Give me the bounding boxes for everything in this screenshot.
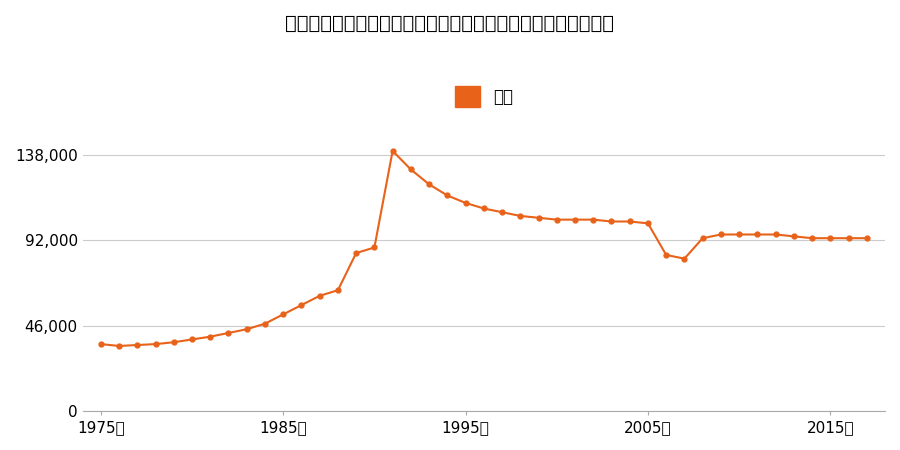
Legend: 価格: 価格 [448, 80, 519, 113]
Text: 愛知県海部郡大治村大字馬島字山西２９番ほか２筆の地価推移: 愛知県海部郡大治村大字馬島字山西２９番ほか２筆の地価推移 [285, 14, 615, 32]
